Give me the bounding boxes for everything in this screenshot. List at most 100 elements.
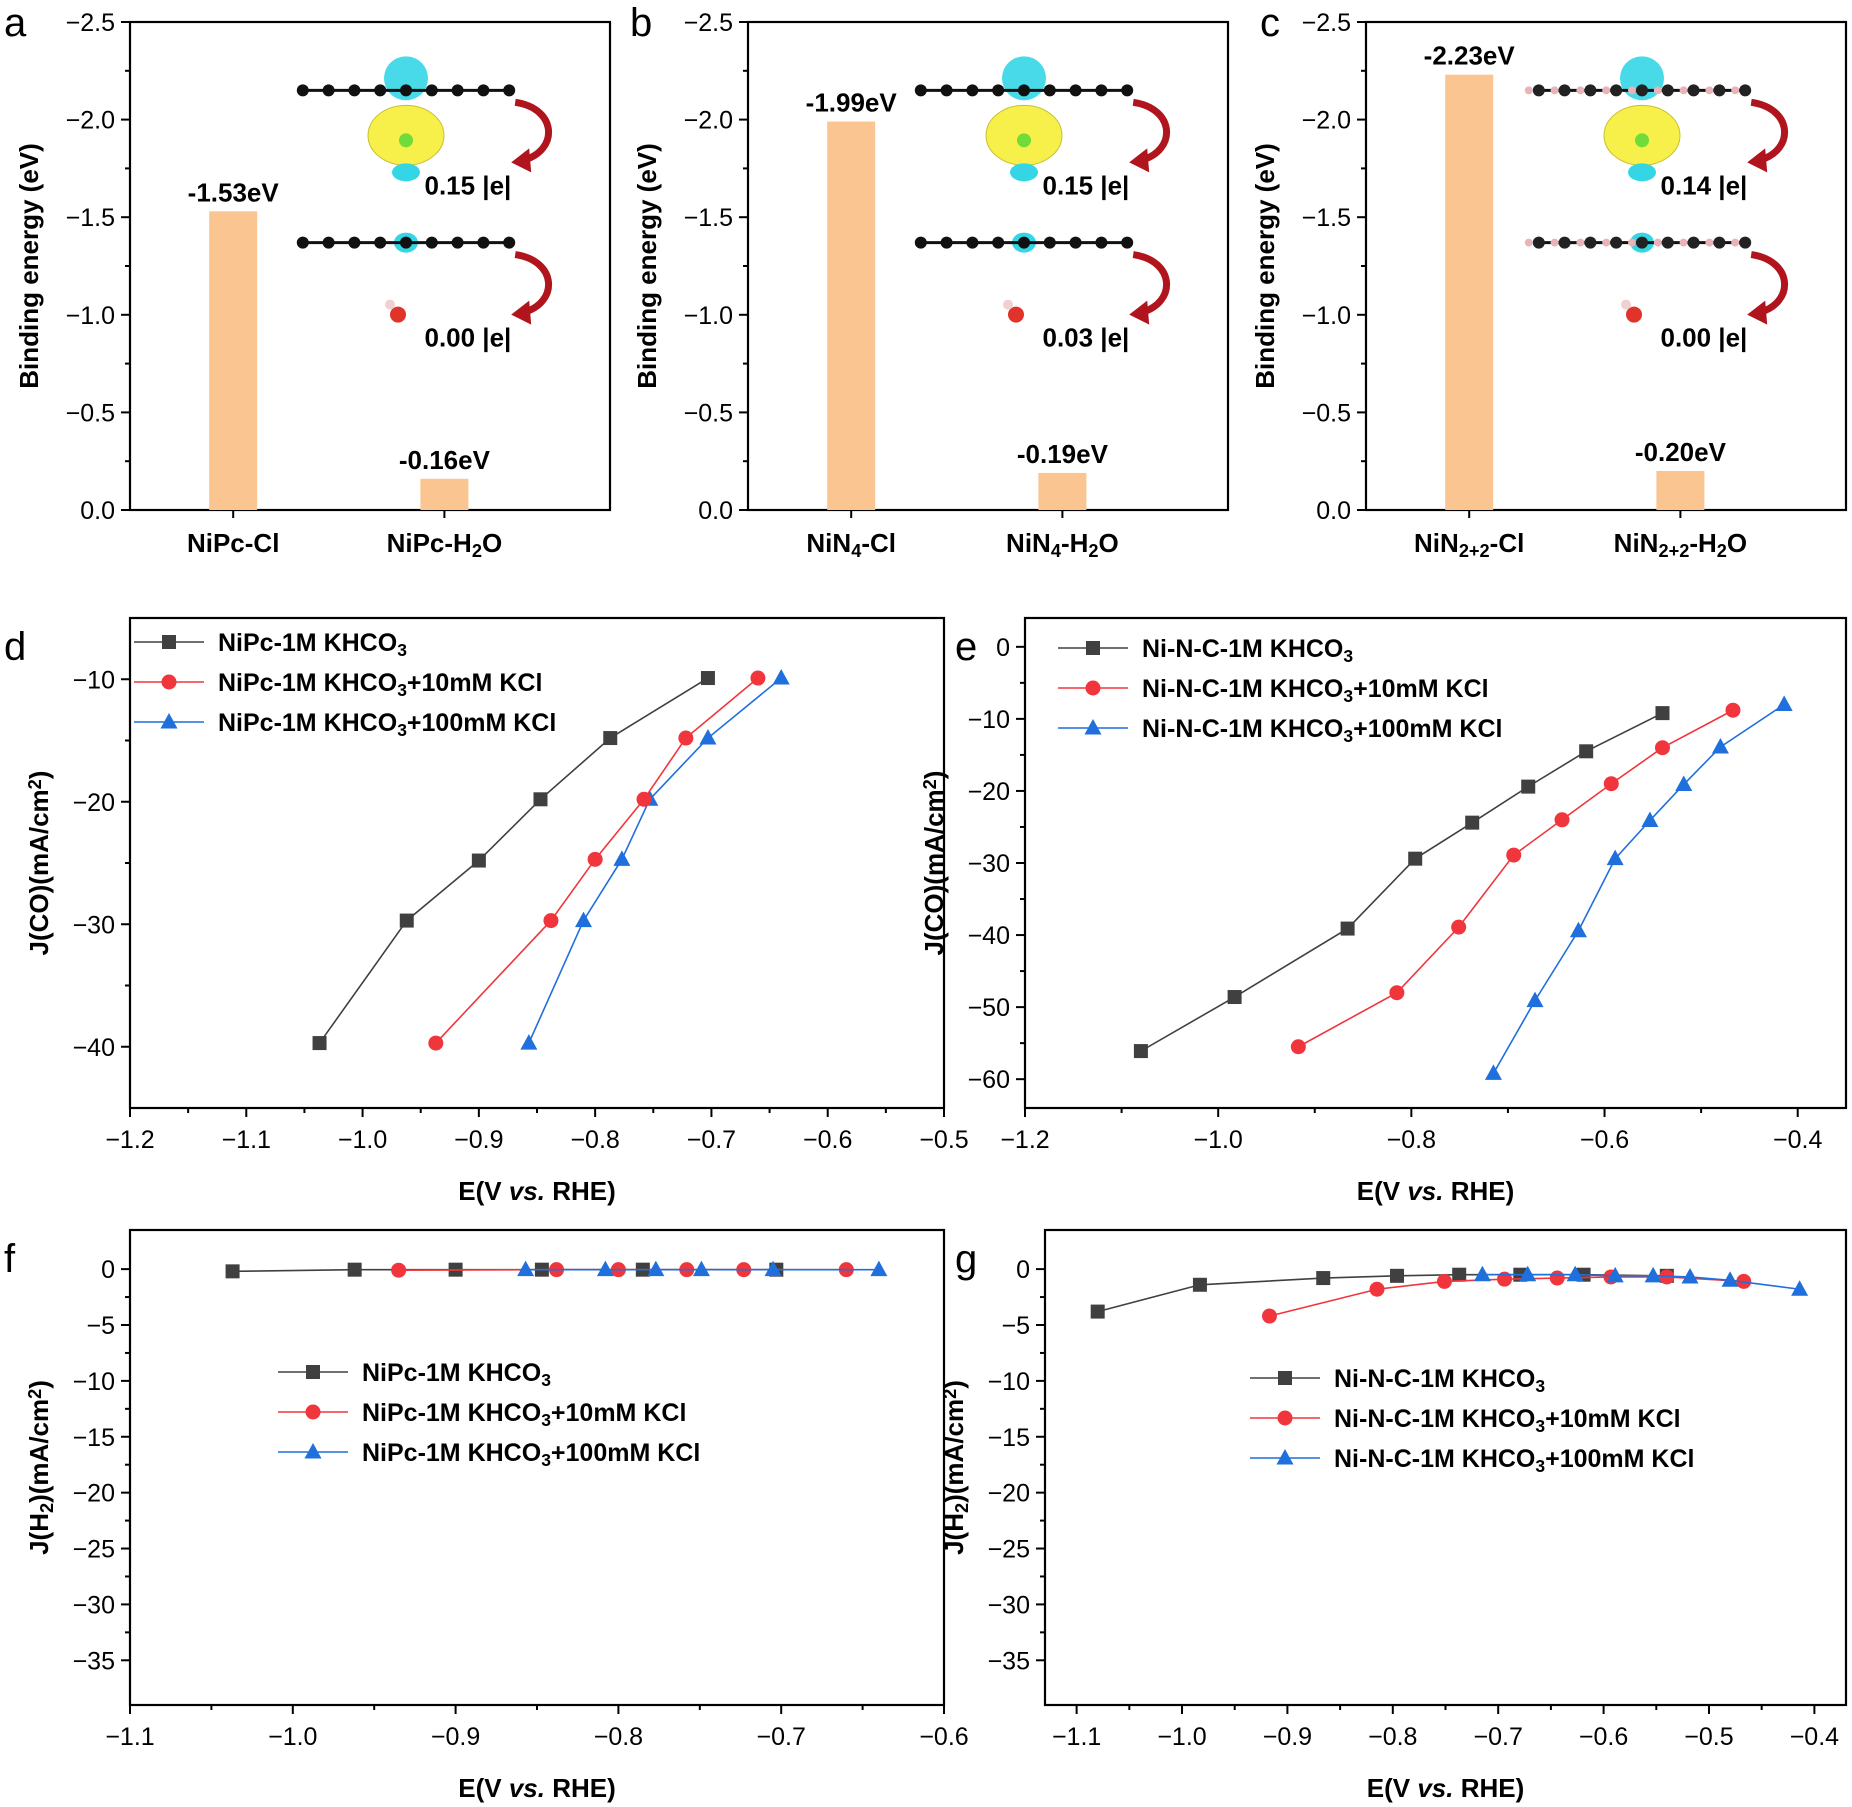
bar-2	[420, 478, 469, 510]
x-tick-label: −0.9	[1263, 1723, 1312, 1751]
o-atom	[1626, 306, 1642, 323]
data-point	[399, 913, 414, 928]
x-tick-label: −0.4	[1790, 1723, 1839, 1751]
data-point	[1408, 851, 1423, 866]
atom	[1636, 236, 1648, 249]
atom	[1069, 84, 1082, 97]
y-tick-label: −40	[968, 922, 1010, 950]
y-axis-title: Binding energy (eV)	[1250, 143, 1280, 389]
legend-label: Ni-N-C-1M KHCO3+100mM KCl	[1334, 1445, 1694, 1476]
atom	[1069, 236, 1082, 249]
panel-letter: e	[955, 625, 977, 669]
legend-label: Ni-N-C-1M KHCO3+10mM KCl	[1334, 1405, 1681, 1436]
label-segment: 4	[1051, 541, 1062, 561]
label-segment: +10mM KCl	[1545, 1405, 1680, 1433]
label-segment: 2	[25, 779, 45, 789]
legend-label: NiPc-1M KHCO3+10mM KCl	[218, 669, 542, 700]
charge-density-illustration	[985, 56, 1063, 182]
x-category-label: NiN2+2-H2O	[1614, 528, 1747, 561]
x-tick-label: −0.6	[919, 1723, 968, 1751]
data-point	[772, 669, 790, 685]
atom	[322, 84, 335, 97]
y-tick-label: −40	[73, 1034, 115, 1062]
arrowhead	[1129, 148, 1150, 173]
atom	[1584, 236, 1597, 249]
data-point	[543, 913, 559, 929]
atom-h	[1550, 238, 1559, 247]
atom	[992, 84, 1005, 97]
chart-panel-b: −2.5−2.0−1.5−1.0−0.50.0-1.99eVNiN4-Cl-0.…	[630, 1, 1230, 561]
charge-density-illustration	[1603, 56, 1681, 182]
data-point	[1566, 1265, 1584, 1282]
atom-h	[1524, 238, 1533, 247]
data-point	[1290, 1039, 1306, 1055]
label-segment: Ni-N-C-1M KHCO	[1334, 1365, 1535, 1393]
label-segment: +100mM KCl	[1353, 715, 1502, 743]
bar-value-label: -1.53eV	[188, 177, 280, 207]
label-segment: E(V	[458, 1176, 509, 1206]
data-point	[1655, 706, 1670, 721]
label-segment: Ni-N-C-1M KHCO	[1142, 635, 1343, 663]
label-segment: NiPc-1M KHCO	[218, 709, 397, 737]
data-point	[1484, 1064, 1502, 1080]
legend-marker	[304, 1443, 322, 1459]
data-point	[678, 730, 694, 746]
x-tick-label: −0.6	[1580, 1126, 1629, 1154]
y-tick-label: −30	[988, 1591, 1030, 1619]
label-segment: Ni-N-C-1M KHCO	[1334, 1445, 1535, 1473]
y-tick-label: −1.0	[1302, 302, 1351, 330]
atom-h	[1653, 86, 1662, 95]
label-segment: vs.	[509, 1176, 545, 1206]
label-segment: E(V	[1367, 1773, 1418, 1803]
series-line	[1140, 712, 1663, 1052]
y-tick-label: −1.0	[684, 302, 733, 330]
label-segment: 3	[397, 720, 407, 740]
charge-transfer-label: 0.15 |e|	[424, 170, 511, 200]
data-point	[1506, 847, 1522, 863]
legend-label: Ni-N-C-1M KHCO3	[1142, 635, 1353, 666]
legend-label: Ni-N-C-1M KHCO3	[1334, 1365, 1545, 1396]
y-axis-title: J(CO)(mA/cm2)	[24, 771, 54, 956]
y-tick-label: −35	[988, 1647, 1030, 1675]
arrowhead	[511, 300, 532, 325]
label-segment: 2	[920, 779, 940, 789]
label-segment: E(V	[1357, 1176, 1408, 1206]
atom-h	[1550, 86, 1559, 95]
label-segment: Ni-N-C-1M KHCO	[1142, 675, 1343, 703]
label-segment: NiPc-1M KHCO	[362, 1439, 541, 1467]
x-tick-label: −1.0	[1193, 1126, 1242, 1154]
data-point	[1436, 1273, 1452, 1289]
label-segment: -Cl	[861, 528, 896, 558]
legend-label: Ni-N-C-1M KHCO3+10mM KCl	[1142, 675, 1489, 706]
o-atom	[1008, 306, 1024, 323]
data-point	[1340, 921, 1355, 936]
y-tick-label: −1.5	[66, 204, 115, 232]
charge-transfer-label: 0.03 |e|	[1042, 323, 1129, 353]
label-segment: RHE)	[1443, 1176, 1514, 1206]
data-point	[1579, 744, 1594, 759]
atom	[400, 236, 412, 249]
x-tick-label: −0.6	[1579, 1723, 1628, 1751]
label-segment: 3	[1535, 1456, 1545, 1476]
data-point	[1606, 849, 1624, 866]
atom	[1739, 236, 1752, 249]
isosurface-cyan	[1010, 163, 1038, 182]
label-segment: NiN	[1414, 528, 1459, 558]
atom	[1018, 236, 1030, 249]
chart-panel-d: −1.2 −1.1 −1.0 −0.9 −0.8 −0.7 −0.6 −0.5 −10 −20 −3…	[4, 616, 969, 1206]
label-segment: O	[482, 528, 502, 558]
data-point	[1654, 740, 1670, 756]
label-segment: J(H	[939, 1513, 969, 1555]
atom	[503, 236, 516, 249]
data-point	[1090, 1304, 1105, 1319]
y-tick-label: −20	[988, 1480, 1030, 1508]
label-segment: 2	[952, 1503, 972, 1513]
data-point	[764, 1260, 782, 1277]
data-point	[1316, 1271, 1331, 1286]
data-point	[517, 1260, 535, 1277]
data-point	[533, 792, 548, 807]
atom	[425, 236, 438, 249]
arrowhead	[1747, 300, 1768, 325]
